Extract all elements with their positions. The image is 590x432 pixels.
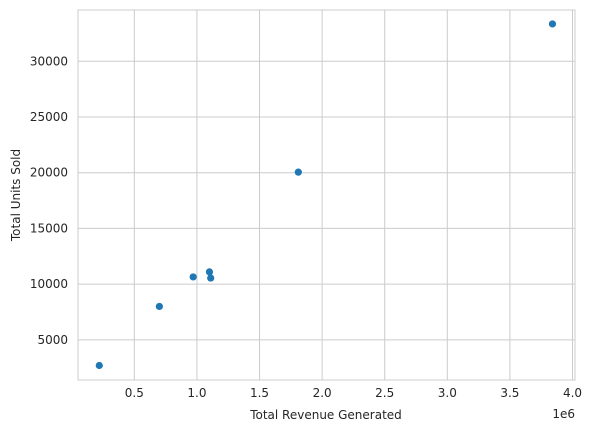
- y-tick-label: 15000: [30, 221, 68, 235]
- data-point: [205, 268, 214, 276]
- data-point: [155, 302, 163, 311]
- x-offset-label: 1e6: [552, 407, 575, 421]
- y-axis-ticks: 5000 10000 15000 20000 25000 30000: [30, 54, 68, 347]
- x-tick-label: 2.0: [313, 386, 332, 400]
- x-tick-label: 2.5: [375, 386, 394, 400]
- y-axis-label: Total Units Sold: [9, 149, 23, 242]
- x-axis-label: Total Revenue Generated: [249, 408, 402, 422]
- x-axis-ticks: 0.5 1.0 1.5 2.0 2.5 3.0 3.5 4.0: [125, 386, 582, 400]
- x-tick-label: 0.5: [125, 386, 144, 400]
- y-tick-label: 5000: [37, 333, 68, 347]
- y-tick-label: 30000: [30, 54, 68, 68]
- y-tick-label: 25000: [30, 110, 68, 124]
- data-point: [95, 361, 103, 370]
- x-tick-label: 3.0: [438, 386, 457, 400]
- data-point: [548, 20, 557, 28]
- data-point: [294, 168, 302, 176]
- y-tick-label: 20000: [30, 166, 68, 180]
- data-point: [207, 274, 215, 282]
- data-point: [189, 273, 197, 281]
- data-points: [95, 20, 557, 370]
- grid: [78, 10, 575, 380]
- x-tick-label: 3.5: [500, 386, 519, 400]
- x-tick-label: 1.0: [187, 386, 206, 400]
- x-tick-label: 4.0: [563, 386, 582, 400]
- plot-frame: [77, 9, 576, 381]
- x-tick-label: 1.5: [250, 386, 269, 400]
- y-tick-label: 10000: [30, 277, 68, 291]
